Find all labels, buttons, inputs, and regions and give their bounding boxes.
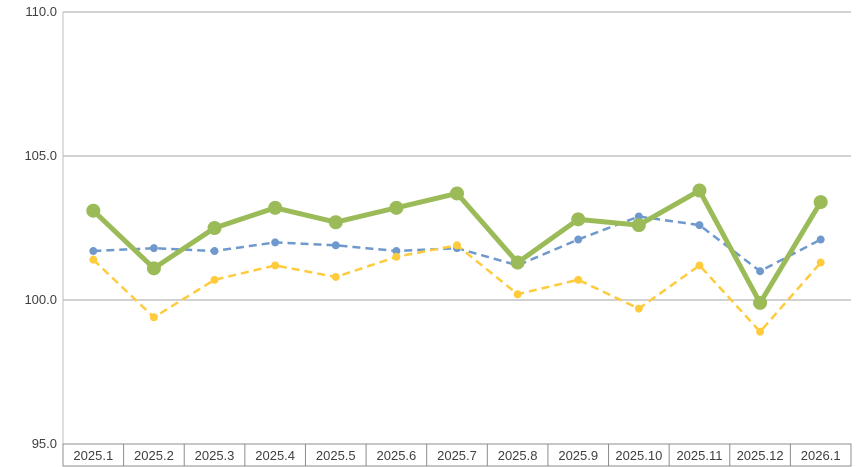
x-tick-label: 2026.1 — [801, 448, 841, 463]
x-tick-label: 2025.11 — [676, 448, 722, 463]
series-1-point — [816, 235, 825, 244]
x-axis-category-table: 2025.1 2025.2 2025.3 2025.4 2025.5 2025.6 2025… — [62, 443, 852, 467]
series-0-point — [268, 200, 283, 215]
x-tick-label: 2025.4 — [255, 448, 295, 463]
y-tick-label: 95.0 — [32, 436, 57, 451]
series-0-point — [86, 203, 101, 218]
series-0-point — [146, 261, 161, 276]
series-1-point — [271, 238, 280, 247]
series-0-point — [631, 218, 646, 233]
x-tick-label: 2025.8 — [498, 448, 538, 463]
series-2-point — [695, 261, 704, 270]
series-2-point — [574, 275, 583, 284]
x-tick-label: 2025.5 — [316, 448, 356, 463]
series-2-point — [210, 275, 219, 284]
y-tick-label: 110.0 — [25, 4, 57, 19]
x-tick-label: 2025.3 — [195, 448, 235, 463]
series-1-point — [89, 247, 98, 256]
series-2-point — [331, 272, 340, 281]
series-1-point — [210, 247, 219, 256]
x-tick-label: 2025.9 — [558, 448, 598, 463]
series-1-point — [695, 221, 704, 230]
y-axis-ticks: 95.0 100.0 105.0 110.0 — [24, 4, 57, 451]
y-tick-label: 105.0 — [24, 148, 57, 163]
series-0-point — [692, 183, 707, 198]
series-2-point — [756, 327, 765, 336]
x-tick-label: 2025.7 — [437, 448, 477, 463]
series-0-point — [207, 221, 222, 235]
series-0-point — [571, 212, 586, 227]
series-2-point — [271, 261, 280, 270]
series-0-point — [450, 186, 464, 201]
x-tick-label: 2025.1 — [73, 448, 113, 463]
grid-lines — [62, 11, 851, 444]
series-0-point — [753, 295, 768, 310]
series-1-point — [756, 267, 765, 276]
x-tick-label: 2025.2 — [134, 448, 174, 463]
series-group — [86, 183, 828, 336]
x-tick-label: 2025.12 — [737, 448, 784, 463]
series-0-point — [389, 200, 404, 215]
series-2-point — [513, 290, 522, 299]
series-0-point — [510, 255, 525, 270]
series-1-point — [392, 247, 401, 256]
series-2-point — [453, 241, 461, 250]
series-2-point — [634, 304, 643, 313]
series-2-point — [149, 313, 158, 322]
series-0-point — [813, 195, 828, 210]
y-tick-label: 100.0 — [24, 292, 57, 307]
series-2-point — [89, 255, 98, 264]
x-axis-table-border — [62, 443, 852, 467]
x-tick-label: 2025.10 — [615, 448, 662, 463]
series-2-point — [816, 258, 825, 267]
series-1-point — [574, 235, 583, 244]
x-tick-label: 2025.6 — [377, 448, 417, 463]
series-1-point — [149, 244, 158, 253]
series-2-point — [392, 252, 401, 261]
series-1-point — [331, 241, 340, 250]
series-0-point — [328, 215, 343, 230]
series-line-2 — [92, 244, 822, 333]
